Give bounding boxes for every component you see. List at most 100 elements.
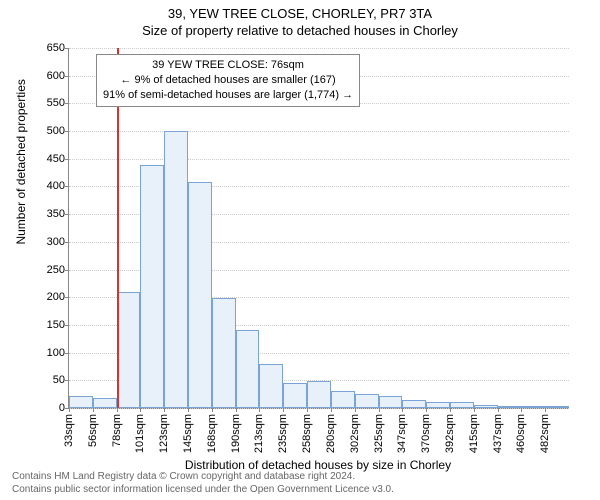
histogram-bar [188,182,212,408]
histogram-bar [545,406,569,408]
histogram-bar [498,406,522,408]
annotation-line: 91% of semi-detached houses are larger (… [103,88,353,103]
y-tick-label: 200 [47,291,65,303]
y-tick-mark [65,48,69,49]
x-tick-label: 482sqm [539,414,551,453]
x-tick-label: 392sqm [444,414,456,453]
y-tick-label: 150 [47,319,65,331]
x-tick-label: 280sqm [325,414,337,453]
histogram-bar [117,292,141,408]
gridline [69,131,569,132]
histogram-bar [69,396,93,408]
histogram-bar [259,364,283,408]
y-tick-label: 100 [47,347,65,359]
x-tick-label: 347sqm [396,414,408,453]
y-tick-label: 550 [47,97,65,109]
x-tick-mark [426,408,427,412]
y-tick-mark [65,380,69,381]
x-tick-mark [521,408,522,412]
histogram-bar [140,165,164,408]
gridline [69,48,569,49]
x-tick-label: 78sqm [111,414,123,447]
y-tick-mark [65,325,69,326]
x-tick-label: 101sqm [134,414,146,453]
y-tick-label: 500 [47,125,65,137]
y-tick-label: 400 [47,180,65,192]
histogram-bar [379,396,403,408]
x-tick-mark [474,408,475,412]
x-tick-label: 190sqm [230,414,242,453]
y-tick-label: 350 [47,208,65,220]
histogram-bar [450,402,474,408]
histogram-bar [331,391,355,408]
footer-line: Contains HM Land Registry data © Crown c… [12,470,394,483]
histogram-chart: 0501001502002503003504004505005506006503… [68,48,568,408]
x-tick-mark [259,408,260,412]
histogram-bar [426,402,450,408]
x-tick-label: 145sqm [182,414,194,453]
x-tick-mark [331,408,332,412]
x-tick-mark [498,408,499,412]
y-tick-label: 300 [47,236,65,248]
y-tick-mark [65,297,69,298]
y-tick-mark [65,186,69,187]
y-axis-label: Number of detached properties [14,79,28,244]
x-tick-mark [140,408,141,412]
x-tick-mark [307,408,308,412]
x-tick-mark [236,408,237,412]
histogram-bar [474,405,498,408]
y-tick-label: 650 [47,42,65,54]
y-tick-mark [65,242,69,243]
y-tick-mark [65,214,69,215]
x-tick-label: 235sqm [277,414,289,453]
x-tick-mark [545,408,546,412]
histogram-bar [521,406,545,408]
x-tick-mark [93,408,94,412]
footer-line: Contains public sector information licen… [12,483,394,496]
x-tick-mark [355,408,356,412]
histogram-bar [283,383,307,408]
histogram-bar [236,330,260,408]
x-tick-label: 123sqm [158,414,170,453]
x-tick-label: 168sqm [206,414,218,453]
y-tick-mark [65,159,69,160]
x-tick-mark [402,408,403,412]
histogram-bar [164,131,188,408]
annotation-line: ← 9% of detached houses are smaller (167… [103,73,353,88]
x-tick-label: 460sqm [515,414,527,453]
x-tick-label: 415sqm [468,414,480,453]
x-tick-label: 33sqm [63,414,75,447]
y-tick-label: 450 [47,153,65,165]
y-tick-mark [65,103,69,104]
x-tick-label: 213sqm [253,414,265,453]
x-tick-mark [69,408,70,412]
marker-annotation: 39 YEW TREE CLOSE: 76sqm ← 9% of detache… [96,54,360,107]
histogram-bar [402,400,426,408]
histogram-bar [307,381,331,408]
x-tick-mark [188,408,189,412]
x-tick-label: 302sqm [349,414,361,453]
x-tick-mark [164,408,165,412]
x-tick-label: 56sqm [87,414,99,447]
footer-attribution: Contains HM Land Registry data © Crown c… [12,470,394,496]
x-tick-label: 258sqm [301,414,313,453]
y-tick-label: 600 [47,70,65,82]
y-tick-label: 50 [53,374,65,386]
x-tick-label: 325sqm [373,414,385,453]
x-tick-label: 370sqm [420,414,432,453]
x-tick-mark [283,408,284,412]
x-tick-mark [117,408,118,412]
histogram-bar [93,398,117,408]
page-title: 39, YEW TREE CLOSE, CHORLEY, PR7 3TA [0,6,600,21]
y-tick-mark [65,131,69,132]
y-tick-label: 250 [47,264,65,276]
histogram-bar [212,298,236,408]
page-subtitle: Size of property relative to detached ho… [0,23,600,38]
y-tick-mark [65,353,69,354]
y-tick-mark [65,270,69,271]
gridline [69,408,569,409]
annotation-line: 39 YEW TREE CLOSE: 76sqm [103,58,353,73]
x-tick-label: 437sqm [492,414,504,453]
histogram-bar [355,394,379,408]
x-tick-mark [212,408,213,412]
